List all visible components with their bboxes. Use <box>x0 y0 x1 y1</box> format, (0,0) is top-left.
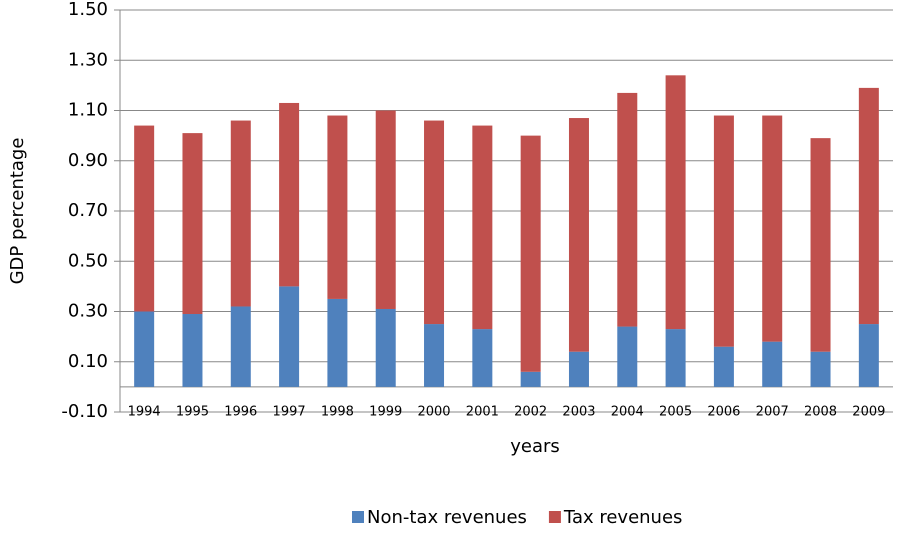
bar-segment <box>279 286 300 387</box>
x-tick-label: 2001 <box>466 405 499 420</box>
bar-segment <box>713 115 734 347</box>
y-tick-label: 0.50 <box>68 250 108 271</box>
x-tick-label: 1999 <box>369 405 402 420</box>
bar-segment <box>858 87 879 325</box>
bar-segment <box>665 329 686 387</box>
bar-segment <box>472 329 493 387</box>
bar-segment <box>424 324 445 387</box>
bar-segment <box>230 306 251 387</box>
bar-segment <box>617 92 638 327</box>
legend-swatch <box>352 511 364 523</box>
bar-segment <box>375 110 396 309</box>
bar-segment <box>858 324 879 387</box>
x-tick-label: 2007 <box>756 405 789 420</box>
x-tick-label: 2005 <box>659 405 692 420</box>
bar-segment <box>713 346 734 387</box>
bar-segment <box>568 351 589 387</box>
bar-segment <box>375 308 396 387</box>
x-axis-title: years <box>510 436 560 457</box>
bar-segment <box>520 371 541 387</box>
x-tick-label: 2009 <box>852 405 885 420</box>
y-tick-label: 0.30 <box>68 301 108 322</box>
y-tick-label: 1.10 <box>68 100 108 121</box>
x-tick-label: 2004 <box>611 405 644 420</box>
legend-label: Tax revenues <box>563 507 683 528</box>
bar-segment <box>327 298 348 387</box>
x-tick-label: 1995 <box>176 405 209 420</box>
x-tick-label: 2008 <box>804 405 837 420</box>
y-tick-label: 0.90 <box>68 150 108 171</box>
bar-segment <box>279 102 300 287</box>
x-tick-label: 1997 <box>273 405 306 420</box>
x-tick-label: 2000 <box>417 405 450 420</box>
bar-segment <box>810 351 831 387</box>
bar-segment <box>327 115 348 299</box>
bar-segment <box>617 326 638 387</box>
bar-segment <box>665 75 686 330</box>
x-tick-label: 1998 <box>321 405 354 420</box>
bar-segment <box>472 125 493 330</box>
y-tick-label: -0.10 <box>61 401 108 422</box>
y-tick-label: 0.70 <box>68 200 108 221</box>
x-tick-label: 1994 <box>128 405 161 420</box>
bar-segment <box>182 133 203 315</box>
bar-segment <box>762 341 783 387</box>
bar-segment <box>520 135 541 372</box>
bar-segment <box>134 311 155 387</box>
bar-segment <box>134 125 155 312</box>
y-axis-title: GDP percentage <box>7 138 28 285</box>
x-tick-label: 2002 <box>514 405 547 420</box>
x-tick-label: 2003 <box>562 405 595 420</box>
legend-swatch <box>548 511 561 523</box>
bar-segment <box>568 118 589 352</box>
bar-segment <box>762 115 783 342</box>
bar-segment <box>230 120 251 307</box>
bar-segment <box>182 314 203 387</box>
bar-segment <box>424 120 445 325</box>
legend-label: Non-tax revenues <box>367 507 527 528</box>
x-tick-label: 1996 <box>224 405 257 420</box>
y-tick-label: 1.50 <box>68 0 108 20</box>
y-tick-label: 0.10 <box>68 351 108 372</box>
x-tick-label: 2006 <box>707 405 740 420</box>
bar-segment <box>810 138 831 352</box>
y-tick-label: 1.30 <box>68 49 108 70</box>
